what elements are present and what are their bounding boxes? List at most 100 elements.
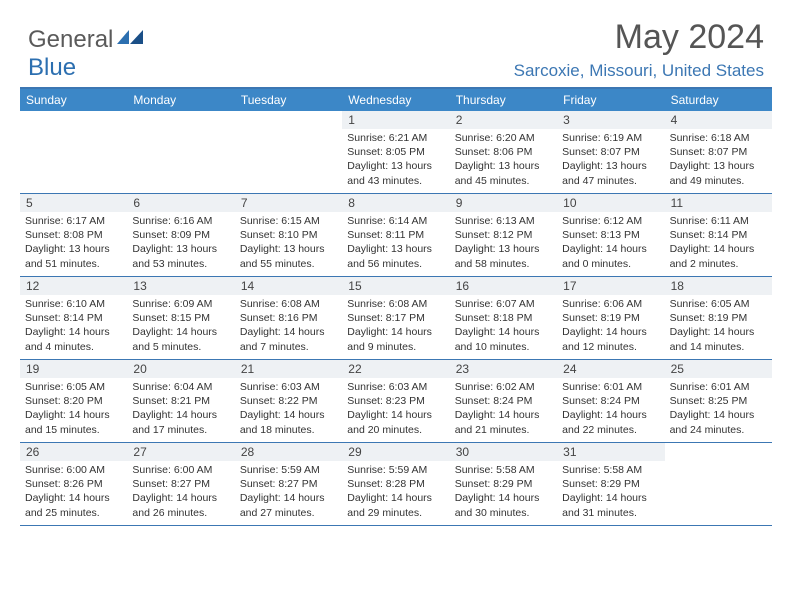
sunset-line: Sunset: 8:14 PM — [670, 228, 767, 242]
day-cell — [235, 111, 342, 193]
sunrise-line: Sunrise: 6:09 AM — [132, 297, 229, 311]
day-number: 26 — [20, 443, 127, 461]
daylight-line: Daylight: 14 hours and 2 minutes. — [670, 242, 767, 270]
day-cell: 5Sunrise: 6:17 AMSunset: 8:08 PMDaylight… — [20, 194, 127, 276]
daylight-line: Daylight: 13 hours and 56 minutes. — [347, 242, 444, 270]
sunset-line: Sunset: 8:09 PM — [132, 228, 229, 242]
weeks-container: 1Sunrise: 6:21 AMSunset: 8:05 PMDaylight… — [20, 111, 772, 526]
day-number: 9 — [450, 194, 557, 212]
day-cell: 14Sunrise: 6:08 AMSunset: 8:16 PMDayligh… — [235, 277, 342, 359]
sunset-line: Sunset: 8:24 PM — [455, 394, 552, 408]
day-details: Sunrise: 6:00 AMSunset: 8:26 PMDaylight:… — [20, 461, 127, 524]
sunrise-line: Sunrise: 6:01 AM — [670, 380, 767, 394]
sunrise-line: Sunrise: 6:11 AM — [670, 214, 767, 228]
day-number: 14 — [235, 277, 342, 295]
sunset-line: Sunset: 8:24 PM — [562, 394, 659, 408]
day-details: Sunrise: 6:09 AMSunset: 8:15 PMDaylight:… — [127, 295, 234, 358]
week-row: 1Sunrise: 6:21 AMSunset: 8:05 PMDaylight… — [20, 111, 772, 194]
logo-flag-icon — [117, 30, 143, 50]
day-details: Sunrise: 6:11 AMSunset: 8:14 PMDaylight:… — [665, 212, 772, 275]
day-number: 10 — [557, 194, 664, 212]
week-row: 19Sunrise: 6:05 AMSunset: 8:20 PMDayligh… — [20, 360, 772, 443]
weekday-header: Saturday — [665, 89, 772, 111]
sunrise-line: Sunrise: 6:08 AM — [240, 297, 337, 311]
day-cell: 31Sunrise: 5:58 AMSunset: 8:29 PMDayligh… — [557, 443, 664, 525]
daylight-line: Daylight: 14 hours and 4 minutes. — [25, 325, 122, 353]
day-details: Sunrise: 5:59 AMSunset: 8:27 PMDaylight:… — [235, 461, 342, 524]
daylight-line: Daylight: 14 hours and 12 minutes. — [562, 325, 659, 353]
sunset-line: Sunset: 8:25 PM — [670, 394, 767, 408]
sunrise-line: Sunrise: 6:17 AM — [25, 214, 122, 228]
sunset-line: Sunset: 8:20 PM — [25, 394, 122, 408]
sunset-line: Sunset: 8:16 PM — [240, 311, 337, 325]
daylight-line: Daylight: 13 hours and 43 minutes. — [347, 159, 444, 187]
daylight-line: Daylight: 13 hours and 53 minutes. — [132, 242, 229, 270]
day-details: Sunrise: 6:10 AMSunset: 8:14 PMDaylight:… — [20, 295, 127, 358]
day-number: 1 — [342, 111, 449, 129]
day-details: Sunrise: 6:21 AMSunset: 8:05 PMDaylight:… — [342, 129, 449, 192]
daylight-line: Daylight: 14 hours and 20 minutes. — [347, 408, 444, 436]
day-number: 24 — [557, 360, 664, 378]
daylight-line: Daylight: 13 hours and 55 minutes. — [240, 242, 337, 270]
weekday-header: Wednesday — [342, 89, 449, 111]
day-cell: 25Sunrise: 6:01 AMSunset: 8:25 PMDayligh… — [665, 360, 772, 442]
daylight-line: Daylight: 14 hours and 9 minutes. — [347, 325, 444, 353]
day-number: 13 — [127, 277, 234, 295]
sunrise-line: Sunrise: 6:14 AM — [347, 214, 444, 228]
logo: General — [28, 26, 145, 54]
day-cell: 26Sunrise: 6:00 AMSunset: 8:26 PMDayligh… — [20, 443, 127, 525]
sunrise-line: Sunrise: 6:15 AM — [240, 214, 337, 228]
day-cell: 17Sunrise: 6:06 AMSunset: 8:19 PMDayligh… — [557, 277, 664, 359]
day-cell: 24Sunrise: 6:01 AMSunset: 8:24 PMDayligh… — [557, 360, 664, 442]
sunrise-line: Sunrise: 6:18 AM — [670, 131, 767, 145]
sunrise-line: Sunrise: 6:00 AM — [132, 463, 229, 477]
sunset-line: Sunset: 8:11 PM — [347, 228, 444, 242]
day-cell: 16Sunrise: 6:07 AMSunset: 8:18 PMDayligh… — [450, 277, 557, 359]
daylight-line: Daylight: 14 hours and 31 minutes. — [562, 491, 659, 519]
day-number: 5 — [20, 194, 127, 212]
sunset-line: Sunset: 8:22 PM — [240, 394, 337, 408]
sunset-line: Sunset: 8:29 PM — [562, 477, 659, 491]
sunset-line: Sunset: 8:28 PM — [347, 477, 444, 491]
sunset-line: Sunset: 8:21 PM — [132, 394, 229, 408]
day-number: 12 — [20, 277, 127, 295]
daylight-line: Daylight: 13 hours and 51 minutes. — [25, 242, 122, 270]
sunset-line: Sunset: 8:15 PM — [132, 311, 229, 325]
day-details: Sunrise: 6:20 AMSunset: 8:06 PMDaylight:… — [450, 129, 557, 192]
sunrise-line: Sunrise: 5:58 AM — [455, 463, 552, 477]
day-cell — [665, 443, 772, 525]
sunset-line: Sunset: 8:07 PM — [670, 145, 767, 159]
day-cell: 11Sunrise: 6:11 AMSunset: 8:14 PMDayligh… — [665, 194, 772, 276]
day-cell: 2Sunrise: 6:20 AMSunset: 8:06 PMDaylight… — [450, 111, 557, 193]
weekday-header: Thursday — [450, 89, 557, 111]
month-title: May 2024 — [514, 18, 764, 57]
day-details: Sunrise: 6:18 AMSunset: 8:07 PMDaylight:… — [665, 129, 772, 192]
week-row: 26Sunrise: 6:00 AMSunset: 8:26 PMDayligh… — [20, 443, 772, 526]
sunrise-line: Sunrise: 5:59 AM — [240, 463, 337, 477]
day-cell: 4Sunrise: 6:18 AMSunset: 8:07 PMDaylight… — [665, 111, 772, 193]
sunrise-line: Sunrise: 5:59 AM — [347, 463, 444, 477]
title-block: May 2024 Sarcoxie, Missouri, United Stat… — [514, 18, 764, 87]
day-details: Sunrise: 6:01 AMSunset: 8:24 PMDaylight:… — [557, 378, 664, 441]
day-number: 25 — [665, 360, 772, 378]
sunrise-line: Sunrise: 6:20 AM — [455, 131, 552, 145]
day-details: Sunrise: 6:06 AMSunset: 8:19 PMDaylight:… — [557, 295, 664, 358]
sunrise-line: Sunrise: 6:00 AM — [25, 463, 122, 477]
day-number: 28 — [235, 443, 342, 461]
day-number: 15 — [342, 277, 449, 295]
sunrise-line: Sunrise: 6:13 AM — [455, 214, 552, 228]
day-number: 29 — [342, 443, 449, 461]
sunset-line: Sunset: 8:27 PM — [132, 477, 229, 491]
day-cell: 12Sunrise: 6:10 AMSunset: 8:14 PMDayligh… — [20, 277, 127, 359]
sunrise-line: Sunrise: 6:08 AM — [347, 297, 444, 311]
sunrise-line: Sunrise: 6:19 AM — [562, 131, 659, 145]
day-cell: 20Sunrise: 6:04 AMSunset: 8:21 PMDayligh… — [127, 360, 234, 442]
day-number: 23 — [450, 360, 557, 378]
day-details: Sunrise: 6:15 AMSunset: 8:10 PMDaylight:… — [235, 212, 342, 275]
day-details: Sunrise: 6:17 AMSunset: 8:08 PMDaylight:… — [20, 212, 127, 275]
day-cell: 28Sunrise: 5:59 AMSunset: 8:27 PMDayligh… — [235, 443, 342, 525]
daylight-line: Daylight: 14 hours and 21 minutes. — [455, 408, 552, 436]
header: General May 2024 Sarcoxie, Missouri, Uni… — [0, 0, 792, 87]
day-number: 4 — [665, 111, 772, 129]
sunset-line: Sunset: 8:08 PM — [25, 228, 122, 242]
